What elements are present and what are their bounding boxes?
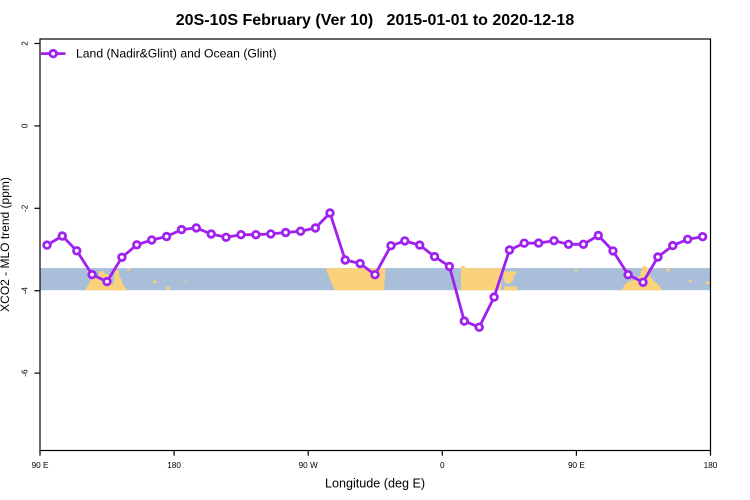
svg-text:XCO2 - MLO trend (ppm): XCO2 - MLO trend (ppm) (0, 177, 12, 312)
svg-text:90 W: 90 W (299, 461, 318, 470)
svg-text:-6: -6 (21, 369, 30, 377)
svg-text:90 E: 90 E (568, 461, 585, 470)
svg-text:20S-10S February (Ver 10) 20: 20S-10S February (Ver 10) 2015-01-01 to … (176, 12, 575, 29)
svg-text:-4: -4 (21, 287, 30, 295)
svg-text:180: 180 (167, 461, 181, 470)
svg-text:Land (Nadir&Glint) and Ocean (: Land (Nadir&Glint) and Ocean (Glint) (76, 46, 277, 60)
svg-text:0: 0 (21, 123, 30, 128)
svg-text:Longitude (deg E): Longitude (deg E) (325, 477, 425, 491)
svg-text:0: 0 (440, 461, 445, 470)
svg-text:180: 180 (704, 461, 718, 470)
svg-text:-2: -2 (21, 204, 30, 212)
svg-text:90 E: 90 E (32, 461, 49, 470)
svg-text:2: 2 (21, 41, 30, 46)
